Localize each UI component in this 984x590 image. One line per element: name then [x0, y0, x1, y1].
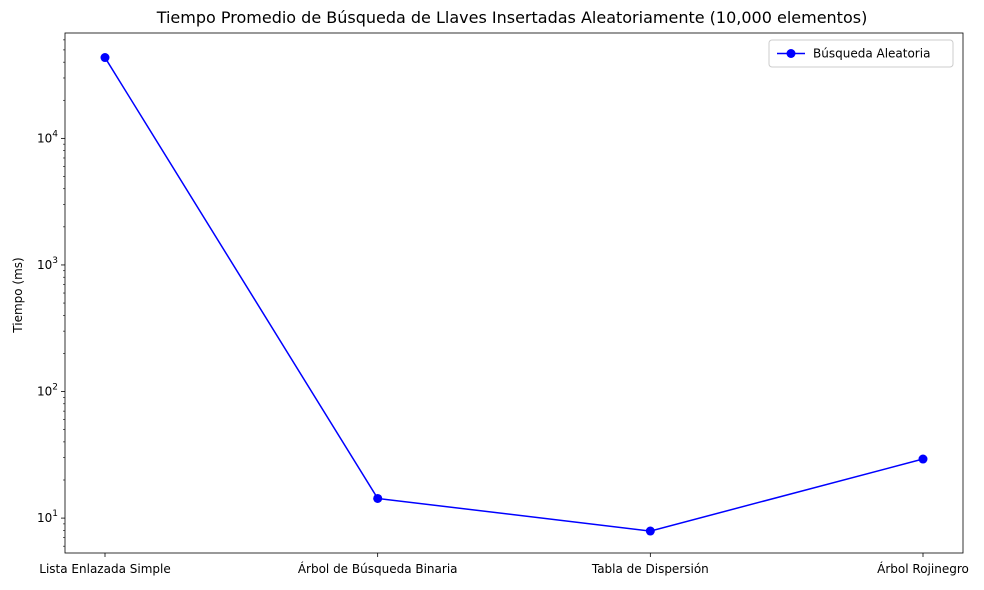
- y-tick-label: 104: [37, 129, 58, 145]
- data-point: [373, 493, 383, 503]
- plot-area: 101 102 103 104 Lista Enlazada Simple Árbol d…: [37, 32, 969, 576]
- data-point: [100, 53, 110, 63]
- data-point: [918, 454, 928, 464]
- y-tick-label: 103: [37, 256, 58, 272]
- legend: Búsqueda Aleatoria: [768, 39, 954, 68]
- y-axis-label: Tiempo (ms): [11, 257, 25, 333]
- x-tick-label: Árbol Rojinegro: [877, 561, 969, 576]
- series-line: [104, 57, 924, 532]
- plot-frame: [64, 32, 964, 554]
- chart-title: Tiempo Promedio de Búsqueda de Llaves In…: [156, 8, 868, 27]
- data-point: [645, 526, 655, 536]
- legend-box: [768, 39, 954, 68]
- y-tick-label: 102: [37, 383, 58, 399]
- x-tick-label: Tabla de Dispersión: [591, 562, 709, 576]
- y-tick-label: 101: [37, 509, 58, 525]
- legend-label: Búsqueda Aleatoria: [813, 47, 930, 61]
- x-tick-label: Árbol de Búsqueda Binaria: [298, 561, 458, 576]
- x-tick-label: Lista Enlazada Simple: [39, 562, 170, 576]
- legend-marker: [786, 49, 796, 58]
